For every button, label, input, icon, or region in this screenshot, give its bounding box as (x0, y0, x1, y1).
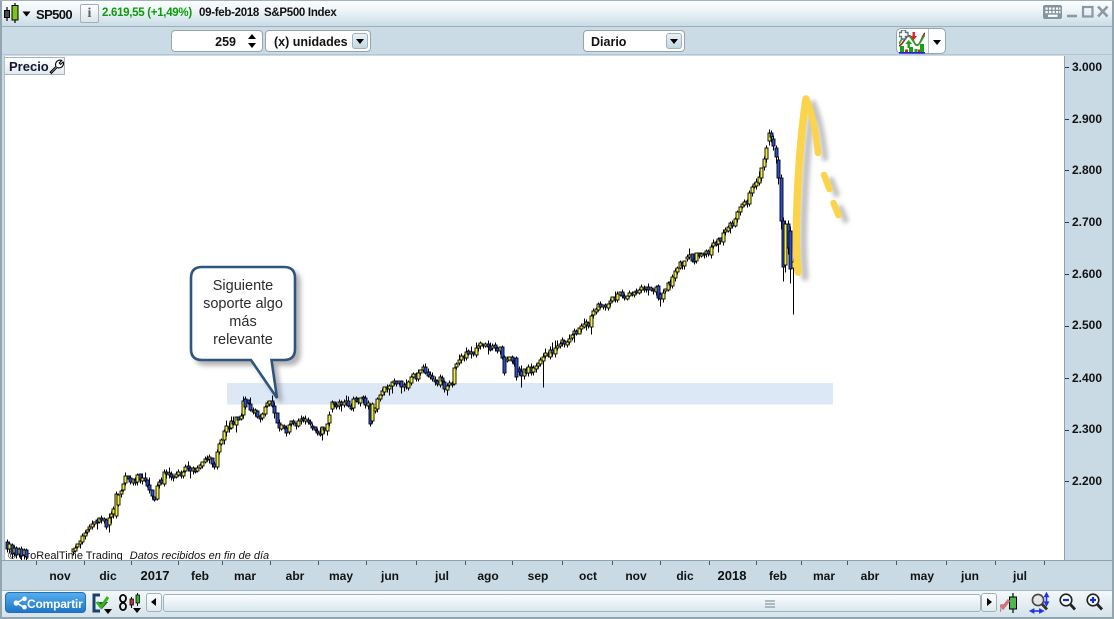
svg-text:relevante: relevante (213, 332, 273, 348)
svg-text:Siguiente: Siguiente (213, 278, 273, 294)
svg-text:más: más (229, 314, 256, 330)
svg-text:soporte algo: soporte algo (203, 296, 283, 312)
svg-text:© ProRealTime Trading Datos re: © ProRealTime Trading Datos recibidos en… (8, 550, 269, 560)
